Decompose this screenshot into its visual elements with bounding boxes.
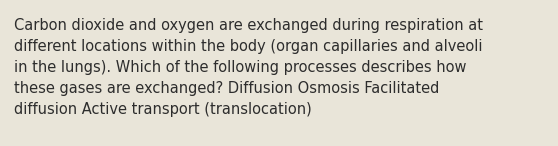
Text: Carbon dioxide and oxygen are exchanged during respiration at
different location: Carbon dioxide and oxygen are exchanged … xyxy=(14,18,483,117)
